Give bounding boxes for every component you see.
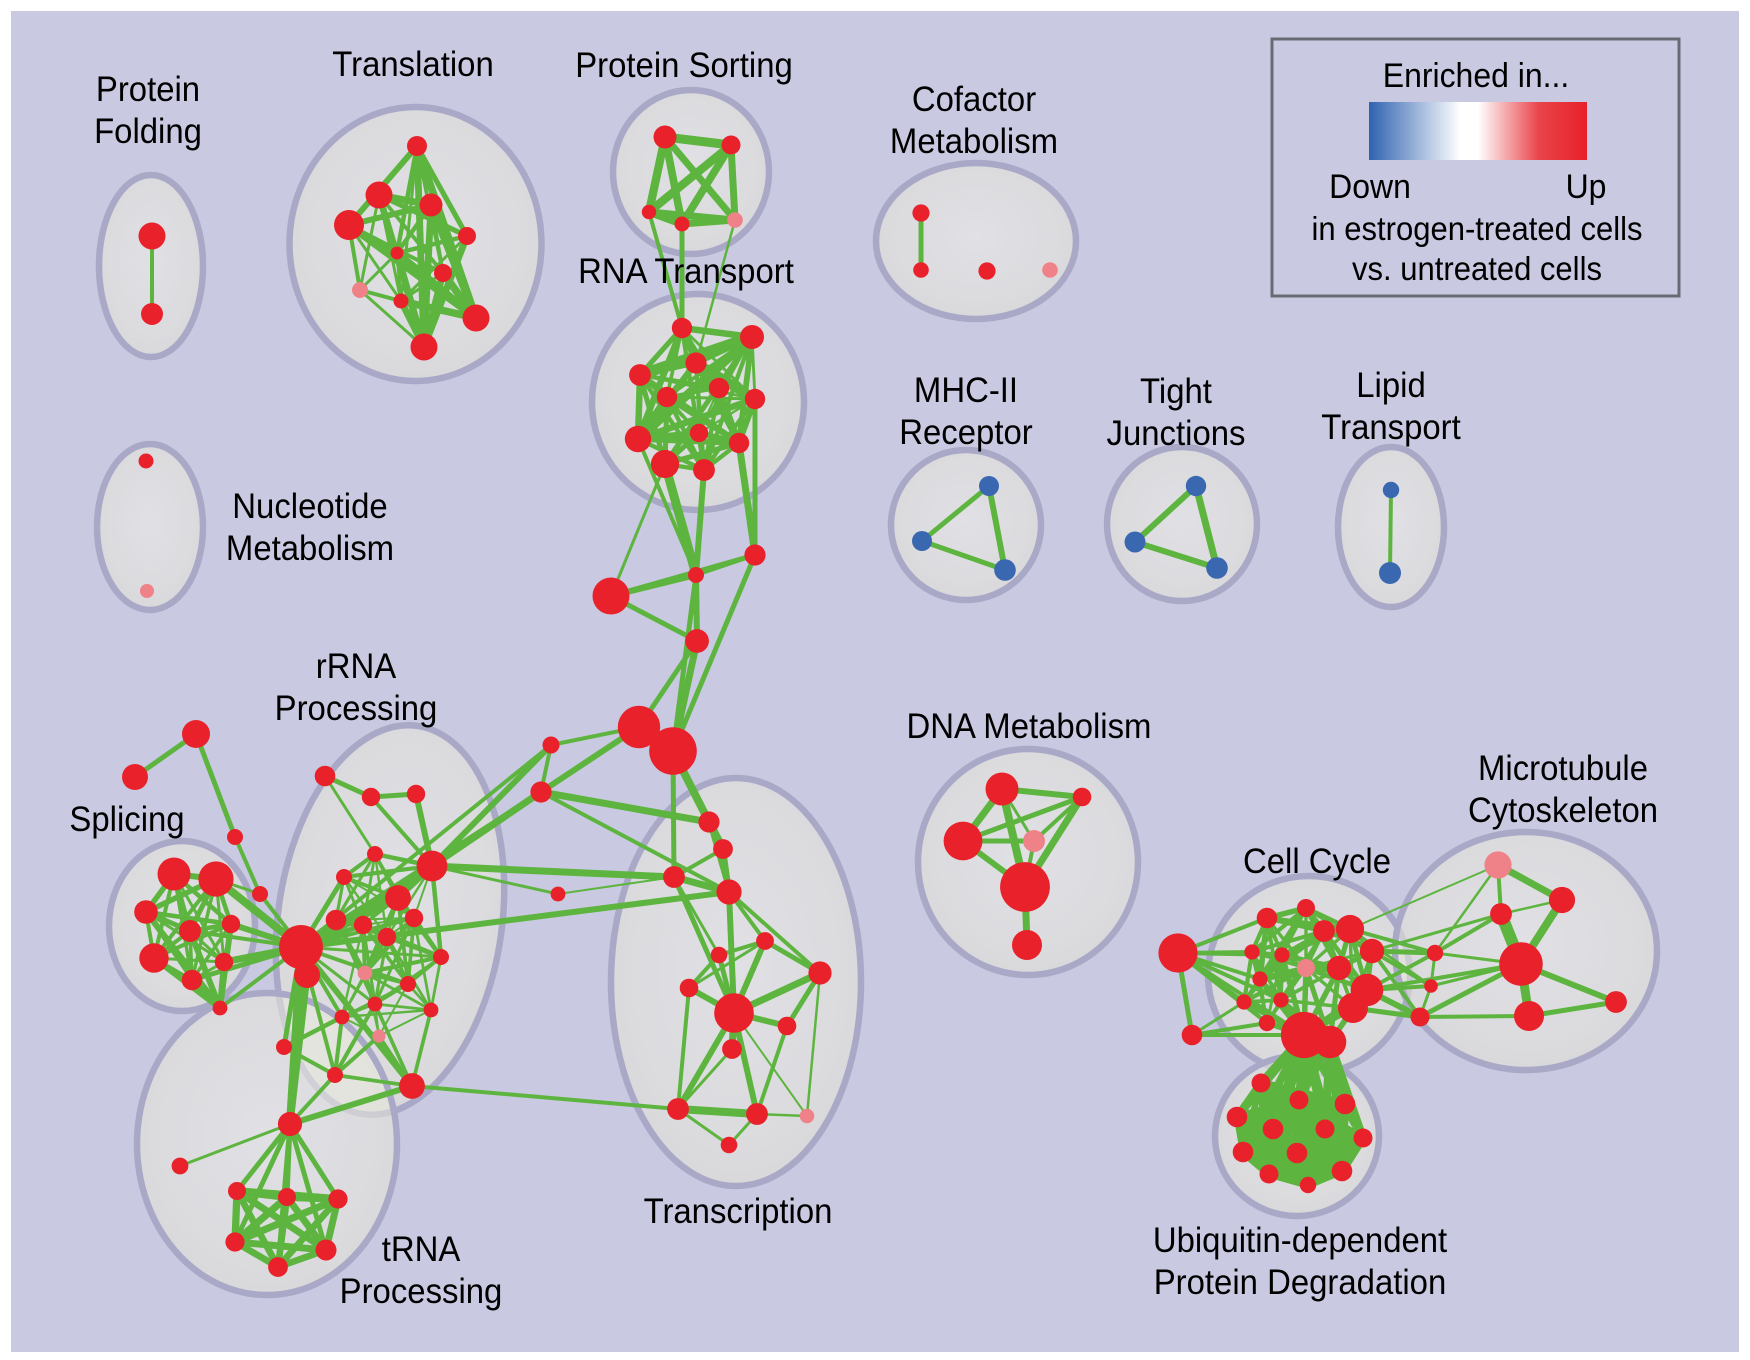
svg-text:Metabolism: Metabolism [226, 529, 394, 568]
svg-text:Transcription: Transcription [644, 1192, 833, 1231]
svg-text:Receptor: Receptor [899, 413, 1032, 452]
svg-text:Junctions: Junctions [1107, 414, 1246, 453]
svg-text:Metabolism: Metabolism [890, 122, 1058, 161]
svg-text:tRNA: tRNA [382, 1230, 461, 1269]
svg-text:Down: Down [1329, 167, 1411, 205]
svg-text:vs. untreated cells: vs. untreated cells [1352, 250, 1602, 287]
svg-text:Protein Sorting: Protein Sorting [575, 46, 793, 85]
svg-text:Cytoskeleton: Cytoskeleton [1468, 791, 1658, 830]
svg-text:Protein Degradation: Protein Degradation [1154, 1263, 1447, 1302]
svg-text:Transport: Transport [1321, 408, 1461, 447]
svg-text:DNA Metabolism: DNA Metabolism [907, 707, 1152, 746]
svg-text:Cell Cycle: Cell Cycle [1243, 842, 1391, 881]
svg-text:Folding: Folding [94, 112, 202, 151]
svg-text:Nucleotide: Nucleotide [232, 487, 387, 526]
svg-text:Processing: Processing [340, 1272, 503, 1311]
svg-text:Cofactor: Cofactor [912, 80, 1036, 119]
svg-text:RNA Transport: RNA Transport [578, 252, 794, 291]
svg-text:Splicing: Splicing [69, 800, 184, 839]
svg-text:MHC-II: MHC-II [914, 371, 1018, 410]
svg-text:Tight: Tight [1140, 372, 1212, 411]
svg-text:Enriched in...: Enriched in... [1383, 56, 1569, 94]
svg-text:Up: Up [1566, 167, 1607, 205]
svg-text:Microtubule: Microtubule [1478, 749, 1648, 788]
svg-text:Lipid: Lipid [1356, 366, 1425, 405]
svg-text:Ubiquitin-dependent: Ubiquitin-dependent [1153, 1221, 1448, 1260]
svg-text:Protein: Protein [96, 70, 200, 109]
svg-text:rRNA: rRNA [316, 647, 397, 686]
svg-text:in estrogen-treated cells: in estrogen-treated cells [1312, 210, 1643, 247]
svg-text:Translation: Translation [332, 45, 493, 84]
svg-text:Processing: Processing [275, 689, 438, 728]
